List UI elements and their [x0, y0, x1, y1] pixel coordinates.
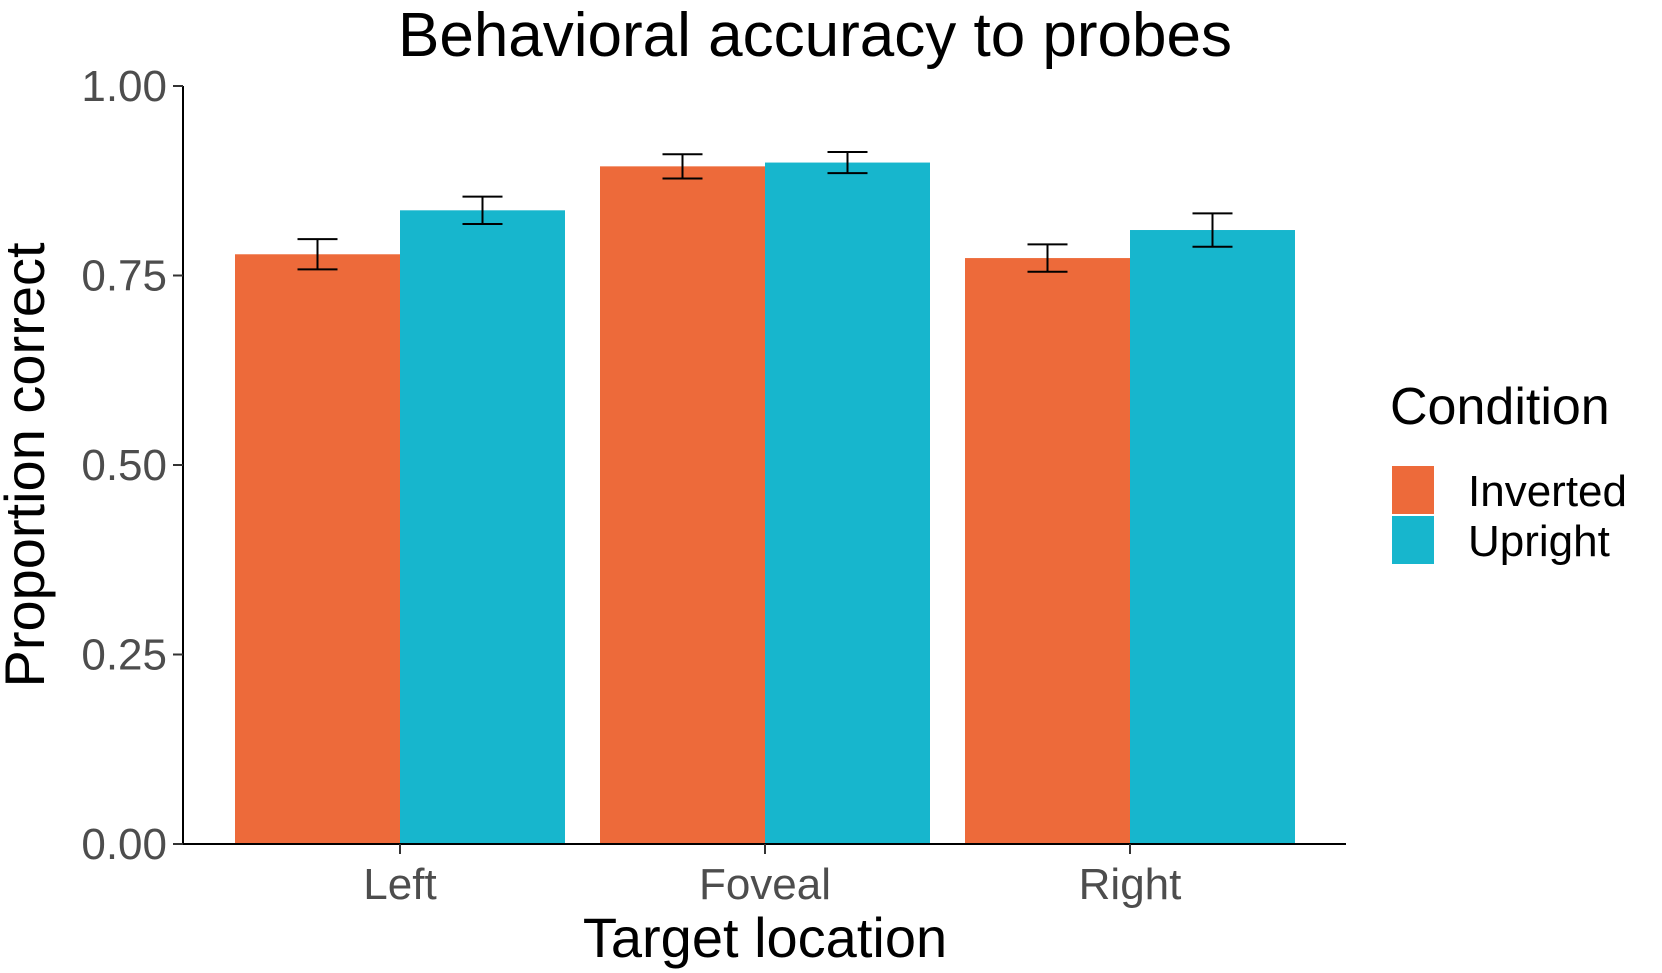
x-tick-label-foveal: Foveal: [699, 860, 831, 909]
x-tick-label-left: Left: [363, 860, 436, 909]
y-tick-label: 0.75: [81, 252, 167, 301]
bar-inverted-right: [965, 258, 1130, 844]
bars-group: [235, 162, 1295, 845]
bar-upright-left: [400, 210, 565, 844]
y-axis-title: Proportion correct: [0, 242, 56, 688]
y-tick-label: 0.50: [81, 441, 167, 490]
legend-title: Condition: [1390, 378, 1610, 436]
y-ticks-group: 0.00 0.25 0.50 0.75 1.00: [81, 62, 183, 869]
y-tick-label: 0.25: [81, 631, 167, 680]
bar-upright-foveal: [765, 162, 930, 845]
legend-label-upright: Upright: [1468, 517, 1610, 566]
legend-label-inverted: Inverted: [1468, 467, 1627, 516]
chart-title: Behavioral accuracy to probes: [398, 1, 1232, 70]
x-tick-label-right: Right: [1079, 860, 1182, 909]
x-ticks-group: Left Foveal Right: [363, 844, 1181, 909]
error-bars-group: [297, 150, 1233, 273]
bar-inverted-foveal: [600, 166, 765, 844]
legend-swatch-upright: [1392, 516, 1434, 564]
bar-inverted-left: [235, 254, 400, 844]
x-axis-title: Target location: [583, 906, 947, 969]
legend-swatch-inverted: [1392, 466, 1434, 514]
bar-upright-right: [1130, 230, 1295, 844]
y-tick-label: 1.00: [81, 62, 167, 111]
y-tick-label: 0.00: [81, 820, 167, 869]
